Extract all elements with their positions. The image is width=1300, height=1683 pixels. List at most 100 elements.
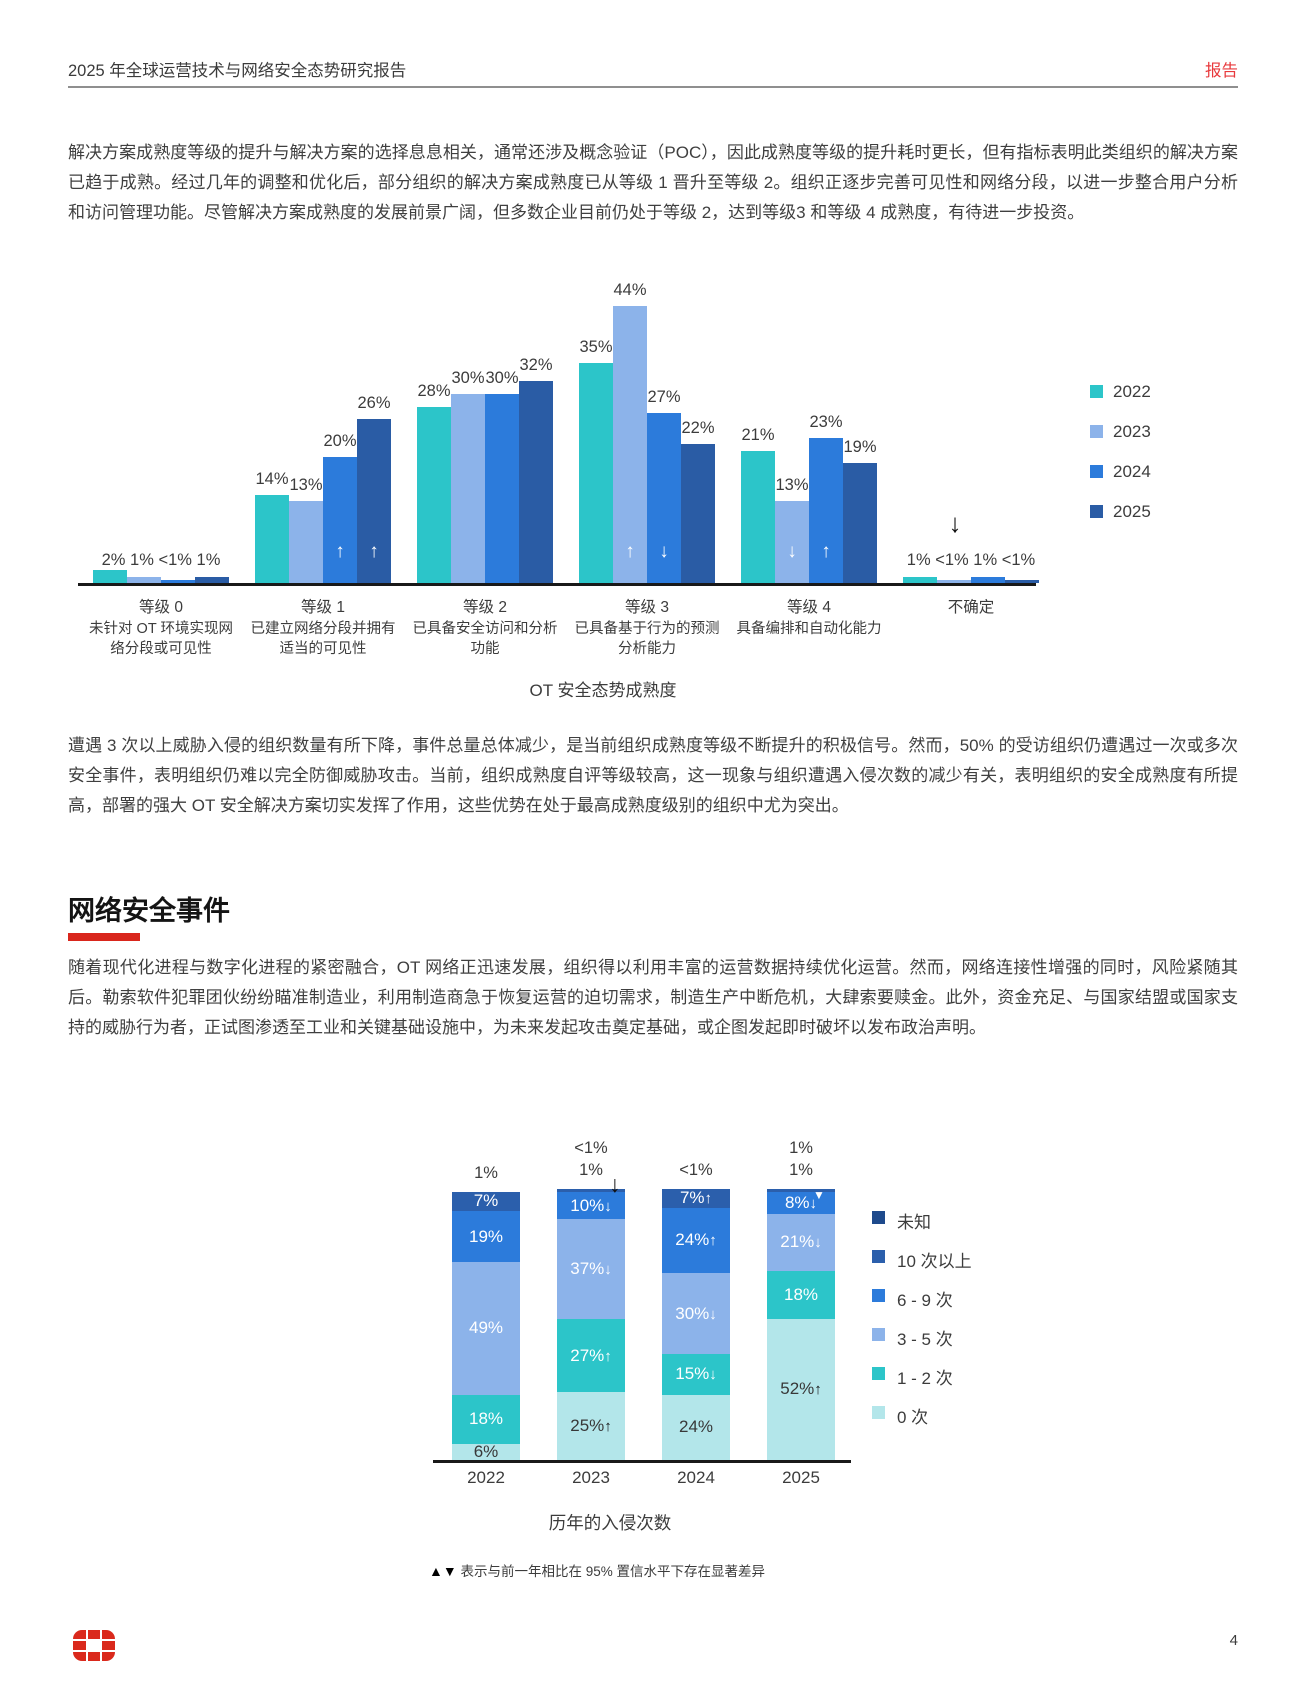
legend-swatch (1090, 465, 1103, 478)
bar-value-label: 19% (843, 438, 877, 457)
bar-value-label: 13% (289, 476, 323, 495)
bar-2022 (741, 450, 775, 583)
category-desc: 未针对 OT 环境实现网络分段或可见性 (89, 621, 233, 657)
trend-arrow-icon: ↑ (335, 541, 345, 562)
bar-2025 (843, 463, 877, 583)
legend-swatch (872, 1367, 885, 1380)
category-label: 等级 4 (787, 599, 831, 616)
above-bar-label: 1% (474, 1164, 498, 1182)
bar-2024 (161, 579, 195, 583)
trend-arrow-icon: ↓ (809, 1195, 818, 1212)
legend-label: 0 次 (897, 1408, 929, 1427)
above-bar-label: <1% (574, 1139, 608, 1158)
bar-value-label: 44% (613, 280, 647, 299)
fortinet-logo-icon (73, 1630, 115, 1661)
bar-value-label: 13% (775, 476, 809, 495)
bar-value-label: 27% (647, 387, 681, 406)
stacked-segment-10plus (767, 1189, 835, 1192)
stacked-segment-10plus (557, 1189, 625, 1192)
bar-2024 (323, 457, 357, 583)
bar-2025 (1005, 579, 1039, 583)
legend-swatch (1090, 505, 1103, 518)
trend-arrow-icon: ↓ (709, 1306, 717, 1324)
trend-arrow-icon: ↓ (814, 1233, 822, 1251)
bar-value-label: 14% (255, 469, 289, 488)
legend-swatch (1090, 425, 1103, 438)
year-label: 2023 (572, 1468, 610, 1487)
stacked-segment-3to5: 49% (452, 1262, 520, 1396)
bar-value-label: 26% (357, 394, 391, 413)
trend-arrow-icon: ↓ (659, 541, 669, 562)
stacked-segment-6to9: 8%↓ (767, 1192, 835, 1214)
bar-2024 (971, 576, 1005, 583)
bar-value-label: 20% (323, 432, 357, 450)
bar-2025 (357, 419, 391, 583)
year-label: 2025 (782, 1468, 820, 1487)
page-number: 4 (1229, 1632, 1238, 1649)
section-accent-bar (68, 933, 140, 941)
above-bar-label: 1% (789, 1161, 813, 1180)
category-label: 等级 3 (625, 599, 669, 616)
bar-2022 (579, 362, 613, 583)
stacked-segment-3to5: 21%↓ (767, 1213, 835, 1271)
legend-swatch (872, 1250, 885, 1263)
bar-2023 (775, 501, 809, 583)
trend-arrow-icon: ↓ (604, 1198, 612, 1215)
above-bar-label: <1% (679, 1161, 713, 1180)
category-label: 不确定 (947, 599, 995, 616)
bar-2022 (903, 576, 937, 583)
bar-2024 (647, 412, 681, 583)
bar-2023 (613, 305, 647, 583)
trend-arrow-icon: ↑ (704, 1190, 713, 1208)
bar-2022 (417, 406, 451, 583)
bar-2022 (255, 494, 289, 583)
stacked-segment-10plus: 7%↑ (662, 1188, 730, 1209)
bar-2024 (485, 394, 519, 583)
section-heading: 网络安全事件 (68, 896, 230, 926)
stacked-segment-6to9: 19% (452, 1210, 520, 1263)
year-label: 2022 (467, 1468, 505, 1487)
stacked-segment-3to5: 37%↓ (557, 1219, 625, 1320)
legend-swatch (872, 1289, 885, 1302)
bar-2024 (809, 438, 843, 583)
bar-2025 (195, 576, 229, 583)
legend-swatch (872, 1328, 885, 1341)
category-label: 等级 2 (463, 599, 507, 616)
trend-arrow-icon: ↓ (787, 541, 797, 562)
bar-2023 (937, 579, 971, 583)
x-axis-line (78, 583, 1036, 586)
category-desc: 已具备基于行为的预测分析能力 (574, 621, 720, 657)
stacked-segment-zero: 24% (662, 1395, 730, 1460)
chart-footnote-text: 表示与前一年相比在 95% 置信水平下存在显著差异 (460, 1564, 765, 1579)
legend-label: 6 - 9 次 (897, 1291, 953, 1310)
legend-label: 2024 (1113, 462, 1151, 481)
legend-swatch (872, 1406, 885, 1419)
report-badge: 报告 (1205, 62, 1238, 80)
legend-label: 1 - 2 次 (897, 1369, 953, 1388)
trend-arrow-icon: ↓ (709, 1366, 717, 1384)
stacked-segment-1to2: 18% (452, 1395, 520, 1444)
stacked-segment-1to2: 27%↑ (557, 1319, 625, 1393)
bar-value-label: 32% (519, 356, 553, 375)
legend-swatch (1090, 385, 1103, 398)
legend-label: 2022 (1113, 382, 1151, 401)
x-axis-line (433, 1460, 851, 1463)
chart-title: 历年的入侵次数 (548, 1513, 672, 1533)
paragraph-3: 随着现代化进程与数字化进程的紧密融合，OT 网络正迅速发展，组织得以利用丰富的运… (68, 958, 1238, 1037)
trend-arrow-icon: ↓ (609, 1171, 621, 1198)
category-desc: 具备编排和自动化能力 (736, 621, 882, 637)
stacked-segment-3to5: 30%↓ (662, 1273, 730, 1355)
header-rule (68, 86, 1238, 88)
trend-arrow-icon: ↓ (948, 508, 962, 538)
bar-value-label: 35% (579, 337, 613, 356)
header-title: 2025 年全球运营技术与网络安全态势研究报告 (68, 62, 407, 80)
trend-arrow-icon: ↑ (625, 541, 635, 562)
legend-label: 2023 (1113, 422, 1151, 441)
trend-arrow-icon: ↑ (369, 541, 379, 562)
stacked-segment-zero: 52%↑ (767, 1319, 835, 1460)
category-label: 等级 0 (139, 599, 183, 616)
bar-value-label: 28% (417, 381, 451, 400)
stacked-segment-zero: 6% (452, 1443, 520, 1460)
